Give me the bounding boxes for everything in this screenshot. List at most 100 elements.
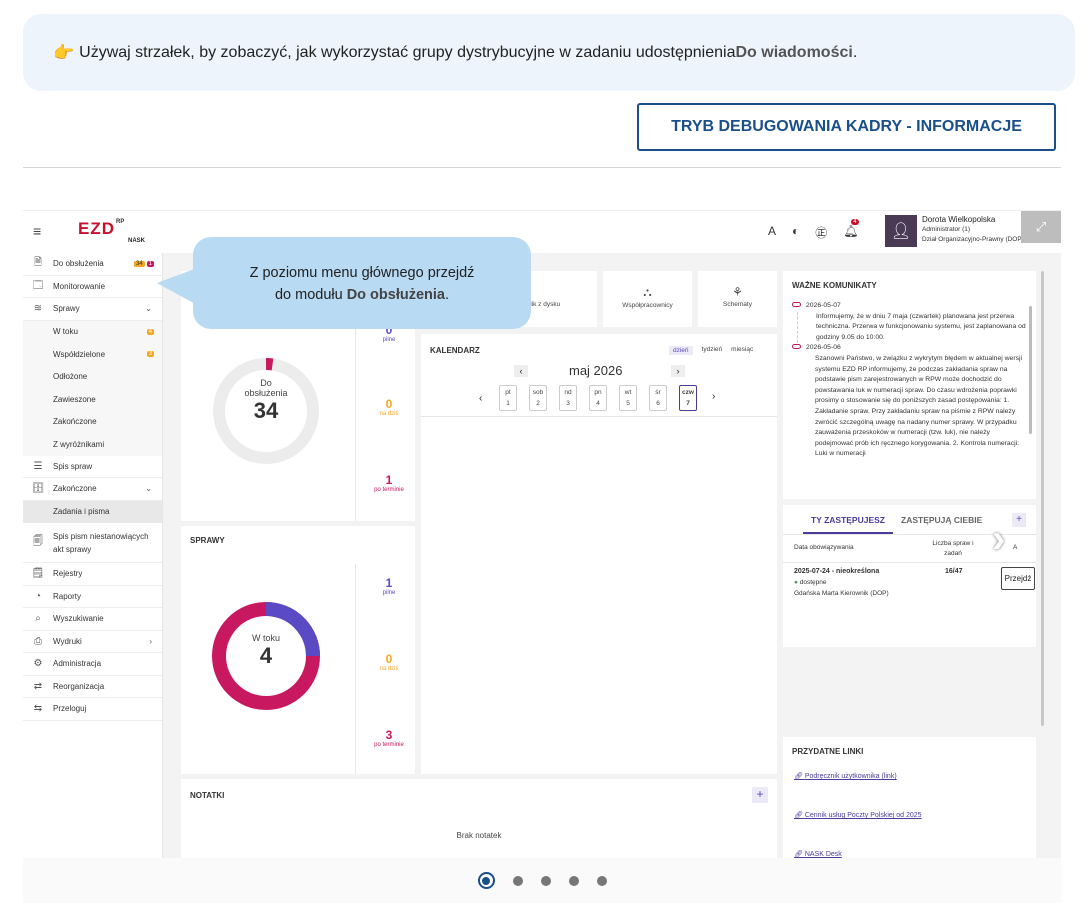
- carousel-dot[interactable]: [477, 872, 495, 889]
- stat-pilne[interactable]: 0 pilne: [359, 323, 419, 343]
- komunikaty-card: WAŻNE KOMUNIKATY 2026-05-07 Informujemy,…: [783, 271, 1036, 499]
- tab-ty-zastepujesz[interactable]: TY ZASTĘPUJESZ: [803, 515, 893, 534]
- stat-po-terminie[interactable]: 1 po terminie: [359, 473, 419, 493]
- sidebar-item[interactable]: Z wyróżnikami: [23, 433, 162, 456]
- tab-day[interactable]: dzień: [669, 346, 693, 355]
- quick-schemas[interactable]: ⚘ Schematy: [698, 271, 777, 327]
- sidebar-item[interactable]: ≋ Sprawy ⌄: [23, 298, 162, 321]
- carousel-dot[interactable]: [540, 875, 551, 886]
- contrast-icon[interactable]: ◐: [792, 224, 800, 238]
- add-note-button[interactable]: +: [752, 787, 768, 803]
- calendar-day[interactable]: sob 2: [529, 385, 547, 411]
- sprawy-stat-po-terminie[interactable]: 3 po terminie: [359, 728, 419, 748]
- month-prev-button[interactable]: ‹: [514, 365, 528, 377]
- przejdz-button[interactable]: Przejdź: [1001, 567, 1035, 590]
- sidebar-item-label: Współdzielone: [53, 349, 106, 359]
- message-date-text: 2026-05-07: [806, 302, 841, 309]
- sprawy-po-terminie-value: 3: [385, 728, 393, 742]
- sidebar-item[interactable]: Odłożone: [23, 365, 162, 388]
- sprawy-card[interactable]: SPRAWY W toku 4 1 pilne 0 na dziś 3 po term…: [181, 526, 415, 774]
- sprawy-stat-na-dzis[interactable]: 0 na dziś: [359, 652, 419, 672]
- hint-bold: Do wiadomości: [735, 43, 853, 61]
- donut-label-2: obsłużenia: [244, 388, 288, 398]
- quick-coworkers[interactable]: ⛬ Współpracownicy: [603, 271, 692, 327]
- schema-icon: ⚘: [732, 285, 743, 299]
- ezd-logo[interactable]: EZD RP NASK: [78, 219, 145, 244]
- komunikaty-list[interactable]: 2026-05-07 Informujemy, że w dniu 7 maja…: [792, 301, 1027, 491]
- calendar-days: pt 1 sob 2 nd 3 pn 4 wt 5 śr 6 czw 7: [499, 385, 697, 411]
- link-nask-desk[interactable]: 🔗︎ NASK Desk: [794, 850, 842, 858]
- sidebar-item[interactable]: 🗒 Rejestry: [23, 563, 162, 586]
- sidebar-item-label: Sprawy: [53, 304, 80, 314]
- week-prev-button[interactable]: ‹: [479, 393, 483, 404]
- tab-zastepuja-ciebie[interactable]: ZASTĘPUJĄ CIEBIE: [901, 515, 983, 525]
- month-next-button[interactable]: ›: [671, 365, 685, 377]
- substitution-date: 2025-07-24 - nieokreślona: [794, 568, 880, 575]
- callout-line-2-pre: do modułu: [274, 287, 347, 303]
- zastepstwa-card: TY ZASTĘPUJESZ ZASTĘPUJĄ CIEBIE + Data o…: [783, 505, 1036, 647]
- avatar[interactable]: 👤︎: [885, 215, 917, 247]
- carousel-dot[interactable]: [568, 875, 579, 886]
- font-size-icon[interactable]: A: [768, 224, 777, 238]
- sidebar-item-label: Spis spraw: [53, 461, 93, 471]
- stat-na-dzis[interactable]: 0 na dziś: [359, 397, 419, 417]
- link-podrecznik[interactable]: 🔗︎ Podręcznik użytkownika (link): [794, 772, 897, 780]
- calendar-title: KALENDARZ: [430, 346, 480, 355]
- switch-user-icon: ⇆: [33, 703, 43, 715]
- tab-week[interactable]: tydzień: [701, 346, 723, 353]
- sidebar-item[interactable]: 🗔 Monitorowanie: [23, 276, 162, 298]
- sidebar-item[interactable]: Zadania i pisma: [23, 500, 162, 523]
- komunikaty-title: WAŻNE KOMUNIKATY: [792, 281, 877, 290]
- week-next-button[interactable]: ›: [712, 391, 716, 402]
- calendar-day[interactable]: nd 3: [559, 385, 577, 411]
- sidebar-item[interactable]: W toku 4: [23, 320, 162, 343]
- sidebar-item[interactable]: ⇆ Przeloguj: [23, 698, 162, 721]
- carousel-dot[interactable]: [596, 875, 607, 886]
- language-icon[interactable]: ㊣: [815, 226, 828, 240]
- debug-mode-button[interactable]: TRYB DEBUGOWANIA KADRY - INFORMACJE: [637, 103, 1056, 151]
- linki-title: PRZYDATNE LINKI: [792, 747, 864, 756]
- carousel-dot[interactable]: [512, 875, 523, 886]
- sidebar-item[interactable]: 🗄 Zakończone ⌄: [23, 478, 162, 501]
- add-substitution-button[interactable]: +: [1012, 513, 1026, 527]
- timeline-dot-icon: [792, 302, 801, 307]
- page-scrollbar[interactable]: [1041, 271, 1044, 726]
- sidebar-item[interactable]: ⚙ Administracja: [23, 653, 162, 676]
- row-divider: [783, 562, 1036, 563]
- sidebar-item[interactable]: 🗎 Do obsłużenia 34 1: [23, 253, 162, 276]
- scrollbar[interactable]: [1029, 306, 1032, 434]
- sidebar-item[interactable]: ◔ Raporty: [23, 586, 162, 608]
- sidebar-item[interactable]: Zawieszone: [23, 388, 162, 411]
- sidebar-item-label: Zawieszone: [53, 394, 96, 404]
- chevron-icon: ›: [149, 636, 152, 646]
- calendar-day[interactable]: śr 6: [649, 385, 667, 411]
- register-icon: 🗒: [31, 568, 45, 580]
- link-cennik[interactable]: 🔗︎ Cennik usług Poczty Polskiej od 2025: [794, 811, 922, 819]
- calendar-day[interactable]: pt 1: [499, 385, 517, 411]
- stat-na-dzis-value: 0: [385, 397, 393, 411]
- user-menu[interactable]: 👤︎ Dorota Wielkopolska Administrator (1)…: [885, 215, 1024, 247]
- calendar-day[interactable]: czw 7: [679, 385, 697, 411]
- sidebar-item[interactable]: Współdzielone 3: [23, 343, 162, 366]
- sprawy-stat-pilne[interactable]: 1 pilne: [359, 576, 419, 596]
- sidebar-item[interactable]: Zakończone: [23, 410, 162, 433]
- sidebar-item[interactable]: 🗐 Spis pism niestanowiących akt sprawy: [23, 523, 162, 563]
- bell-icon[interactable]: 🔔︎ 4: [843, 219, 859, 238]
- tutorial-callout: Z poziomu menu głównego przejdź do moduł…: [193, 237, 531, 329]
- sidebar-item[interactable]: ⎙ Wydruki ›: [23, 631, 162, 653]
- sprawy-na-dzis-value: 0: [385, 652, 393, 666]
- day-number: 6: [656, 400, 660, 407]
- expand-icon[interactable]: ⤢: [1021, 211, 1061, 243]
- sidebar-item-label: Zakończone: [53, 417, 97, 427]
- sidebar-item[interactable]: ⌕ Wyszukiwanie: [23, 608, 162, 631]
- calendar-day[interactable]: pn 4: [589, 385, 607, 411]
- logo-text: EZD: [78, 219, 115, 238]
- calendar-divider: [421, 416, 777, 417]
- next-slide-arrow-icon[interactable]: ›: [992, 517, 1006, 561]
- sidebar-item[interactable]: ☰ Spis spraw: [23, 456, 162, 478]
- tab-month[interactable]: miesiąc: [731, 346, 754, 353]
- hamburger-icon[interactable]: ≡: [33, 223, 42, 239]
- callout-line-2: do modułu Do obsłużenia.: [193, 284, 531, 306]
- sidebar-item[interactable]: ⇄ Reorganizacja: [23, 676, 162, 698]
- calendar-day[interactable]: wt 5: [619, 385, 637, 411]
